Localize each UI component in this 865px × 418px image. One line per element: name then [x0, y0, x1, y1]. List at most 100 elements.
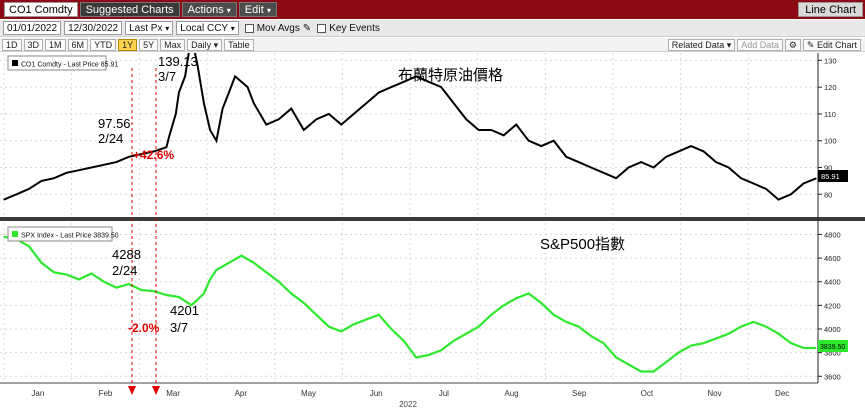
chevron-down-icon: ▾ — [726, 40, 732, 50]
spx-data-point — [765, 326, 767, 328]
spx-price-line — [3, 235, 817, 373]
spx-data-point — [728, 333, 730, 335]
frequency-select[interactable]: Daily ▾ — [187, 38, 223, 51]
edit-chart-label: Edit Chart — [816, 40, 857, 50]
spx-data-point — [690, 344, 692, 347]
y-tick-label: 120 — [824, 83, 837, 92]
currency-select[interactable]: Local CCY ▾ — [176, 21, 239, 35]
edit-menu[interactable]: Edit ▾ — [238, 2, 277, 17]
period-6m-button[interactable]: 6M — [67, 38, 89, 51]
spx-data-point — [253, 262, 255, 264]
spx-last-price: 3839.50 — [820, 344, 845, 351]
spx-data-point — [365, 318, 367, 321]
brent-data-points — [3, 35, 817, 201]
table-button[interactable]: Table — [224, 38, 254, 51]
spx-data-point — [215, 269, 217, 271]
spx-data-point — [128, 283, 130, 285]
brent-data-point — [253, 102, 255, 104]
spx-data-point — [140, 289, 142, 291]
brent-data-point — [802, 182, 805, 185]
spx-data-point — [203, 292, 205, 295]
period-5y-button[interactable]: 5Y — [139, 38, 159, 51]
suggested-charts-button[interactable]: Suggested Charts — [79, 2, 180, 17]
chart-canvas: 80 90 100 110 120 130 3600 3800 4000 4200 4400 460… — [0, 35, 865, 413]
brent-data-point — [465, 118, 467, 120]
end-date-field[interactable]: 12/30/2022 — [64, 21, 123, 35]
spx-data-point — [403, 340, 405, 342]
key-events-checkbox[interactable]: Key Events — [317, 23, 380, 34]
checkbox-icon — [317, 23, 327, 33]
spx-data-point — [740, 326, 742, 328]
brent-data-point — [197, 65, 199, 67]
period-1m-button[interactable]: 1M — [45, 38, 66, 51]
y-tick-label: 130 — [824, 56, 837, 65]
panel-separator — [0, 217, 865, 221]
chart-type-label[interactable]: Line Chart — [798, 2, 863, 17]
spx-data-point — [197, 298, 199, 301]
y-tick-label: 4600 — [824, 254, 841, 263]
brent-data-point — [178, 91, 180, 94]
brent-data-point — [247, 86, 249, 88]
brent-data-point — [40, 180, 43, 182]
spx-data-point — [290, 292, 292, 295]
spx-data-point — [40, 262, 43, 264]
related-data-menu[interactable]: Related Data ▾ — [667, 39, 736, 51]
brent-data-point — [553, 140, 555, 142]
spx-legend-text: SPX Index - Last Price 3839.50 — [21, 233, 119, 240]
brent-data-point — [290, 108, 292, 110]
brent-data-point — [728, 166, 730, 169]
period-1d-button[interactable]: 1D — [2, 38, 22, 51]
mov-avgs-checkbox[interactable]: Mov Avgs ✎ — [244, 23, 311, 34]
brent-data-point — [240, 81, 242, 83]
period-1y-button[interactable]: 1Y — [118, 38, 138, 51]
start-date-field[interactable]: 01/01/2022 — [3, 21, 62, 35]
price-field-select[interactable]: Last Px ▾ — [125, 21, 174, 35]
spx-change-label: -2.0% — [128, 321, 160, 335]
brent-data-point — [65, 172, 68, 174]
x-tick-label: Aug — [504, 389, 518, 398]
gear-icon[interactable]: ⚙ — [784, 39, 801, 51]
right-controls: Related Data ▾ Add Data ⚙ ✎ Edit Chart — [666, 39, 861, 51]
brent-data-point — [428, 81, 430, 83]
spx-data-point — [515, 297, 517, 299]
edit-label: Edit — [244, 4, 264, 16]
brent-data-point — [515, 124, 517, 126]
spx-data-point — [415, 356, 417, 358]
edit-chart-button[interactable]: ✎ Edit Chart — [802, 39, 861, 51]
spx-data-point — [653, 370, 655, 373]
spx-data-point — [440, 349, 442, 351]
brent-data-point — [278, 118, 280, 120]
spx-data-point — [603, 342, 605, 344]
key-events-label: Key Events — [329, 22, 380, 34]
brent-data-point — [503, 134, 505, 136]
add-data-button[interactable]: Add Data — [737, 39, 783, 51]
brent-data-point — [440, 86, 442, 88]
chart-area: 80 90 100 110 120 130 3600 3800 4000 4200 4400 460… — [0, 35, 865, 413]
period-max-button[interactable]: Max — [160, 38, 186, 51]
spx-last-price-tag: 3839.50 — [818, 340, 848, 352]
price-tag-bg — [818, 340, 848, 352]
add-data-label: Add Data — [741, 40, 779, 50]
spx-data-point — [715, 337, 717, 340]
spx-chart-title: S&P500指數 — [540, 236, 625, 253]
brent-change-label: +42.6% — [133, 148, 174, 162]
y-tick-label: 4400 — [824, 278, 841, 287]
x-tick-label: Sep — [572, 389, 587, 398]
x-tick-label: May — [301, 389, 316, 398]
spx-data-point — [790, 342, 792, 344]
spx-data-points — [3, 236, 817, 373]
period-3d-button[interactable]: 3D — [23, 38, 44, 51]
spx-y-axis: 3600 3800 4000 4200 4400 4600 4800 — [818, 230, 841, 381]
frequency-value: Daily — [191, 39, 212, 50]
ticker-field[interactable]: CO1 Comdty — [4, 2, 78, 17]
brent-last-price-tag: 85.91 — [818, 170, 848, 182]
brent-data-point — [777, 199, 780, 201]
y-tick-label: 100 — [824, 137, 837, 146]
spx-data-point — [503, 304, 505, 306]
spx-data-point — [565, 321, 567, 323]
brent-data-point — [478, 129, 480, 131]
actions-menu[interactable]: Actions ▾ — [181, 2, 237, 17]
brent-data-point — [340, 124, 342, 126]
period-ytd-button[interactable]: YTD — [90, 38, 117, 51]
y-tick-label: 4200 — [824, 301, 841, 310]
